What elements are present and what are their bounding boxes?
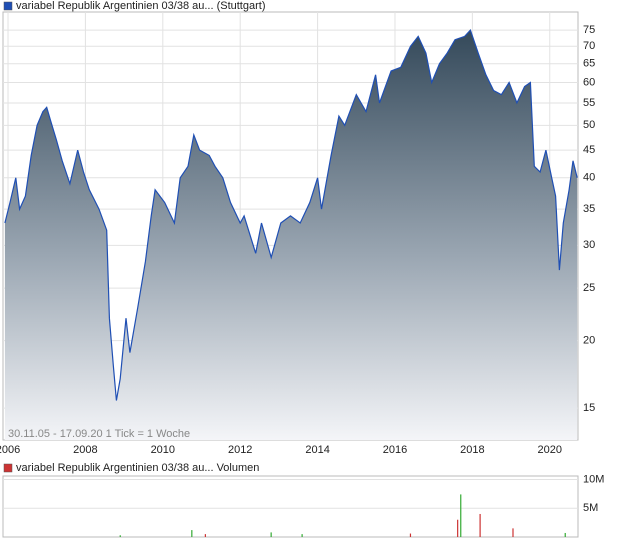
bar — [119, 535, 121, 537]
y-tick-label: 50 — [583, 119, 595, 131]
y-tick-label: 60 — [583, 76, 595, 88]
bar — [301, 534, 303, 537]
bar — [270, 532, 272, 537]
x-tick-label: 2012 — [228, 444, 252, 456]
y-tick-label: 20 — [583, 335, 595, 347]
bar — [460, 494, 462, 537]
y-tick-label: 15 — [583, 402, 595, 414]
y-tick-label: 30 — [583, 239, 595, 251]
bar — [204, 534, 206, 537]
legend-label: variabel Republik Argentinien 03/38 au..… — [16, 462, 259, 474]
y-tick-label: 10M — [583, 473, 604, 485]
legend-label: variabel Republik Argentinien 03/38 au..… — [16, 0, 265, 12]
bar — [479, 513, 481, 537]
legend-swatch — [3, 1, 13, 11]
legend-swatch — [3, 463, 13, 473]
y-tick-label: 25 — [583, 282, 595, 294]
x-tick-label: 2010 — [151, 444, 175, 456]
line — [4, 28, 578, 401]
x-tick-label: 2018 — [460, 444, 484, 456]
y-tick-label: 45 — [583, 144, 595, 156]
x-tick-label: 2006 — [0, 444, 20, 456]
x-tick-label: 2008 — [73, 444, 97, 456]
x-tick-label: 2016 — [383, 444, 407, 456]
y-tick-label: 75 — [583, 24, 595, 36]
y-tick-label: 35 — [583, 203, 595, 215]
y-tick-label: 70 — [583, 40, 595, 52]
y-tick-label: 65 — [583, 58, 595, 70]
y-tick-label: 5M — [583, 502, 598, 514]
bar — [409, 533, 412, 537]
area — [4, 30, 578, 440]
annotation: 30.11.05 - 17.09.20 1 Tick = 1 Woche — [8, 428, 190, 440]
y-tick-label: 55 — [583, 97, 595, 109]
bar — [564, 532, 566, 537]
y-tick-label: 40 — [583, 172, 595, 184]
x-tick-label: 2014 — [305, 444, 329, 456]
bar — [512, 528, 514, 537]
bar — [457, 519, 459, 537]
plot-area — [2, 475, 579, 538]
bar — [191, 530, 193, 537]
x-tick-label: 2020 — [538, 444, 562, 456]
